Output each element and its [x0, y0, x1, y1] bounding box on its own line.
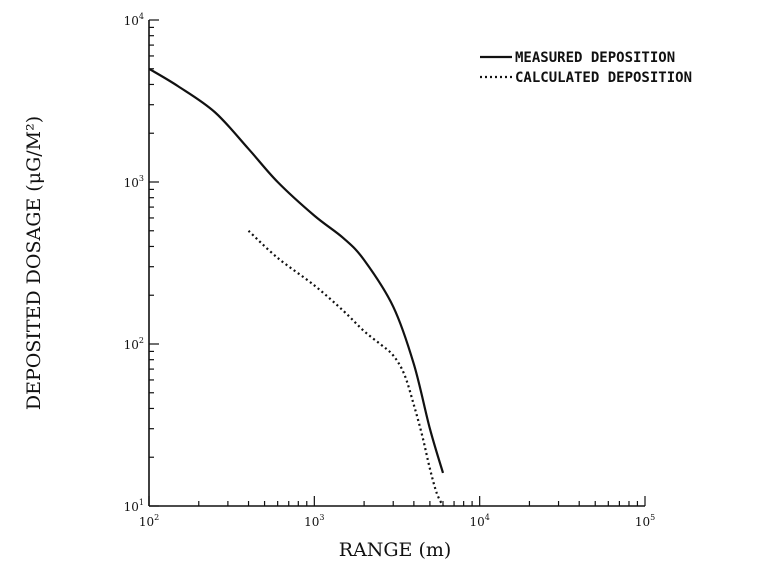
ticks — [148, 19, 646, 507]
x-axis-title: RANGE (m) — [339, 539, 452, 561]
legend-label-measured: MEASURED DEPOSITION — [515, 50, 675, 66]
y-tick-label: 104 — [124, 12, 144, 28]
x-tick-label: 104 — [469, 513, 489, 529]
y-axis-title: DEPOSITED DOSAGE (μG/M²) — [23, 116, 45, 410]
legend: MEASURED DEPOSITION CALCULATED DEPOSITIO… — [480, 50, 692, 86]
series-line-measured — [148, 67, 445, 474]
series-group — [148, 67, 445, 507]
y-tick-label: 103 — [124, 174, 144, 190]
series-line-calculated — [247, 229, 444, 507]
y-tick-label: 102 — [124, 336, 144, 352]
x-tick-label: 102 — [139, 513, 159, 529]
axes — [148, 20, 645, 507]
x-tick-label: 105 — [635, 513, 655, 529]
y-tick-label: 101 — [124, 498, 144, 514]
legend-label-calculated: CALCULATED DEPOSITION — [515, 70, 692, 86]
x-tick-label: 103 — [304, 513, 324, 529]
